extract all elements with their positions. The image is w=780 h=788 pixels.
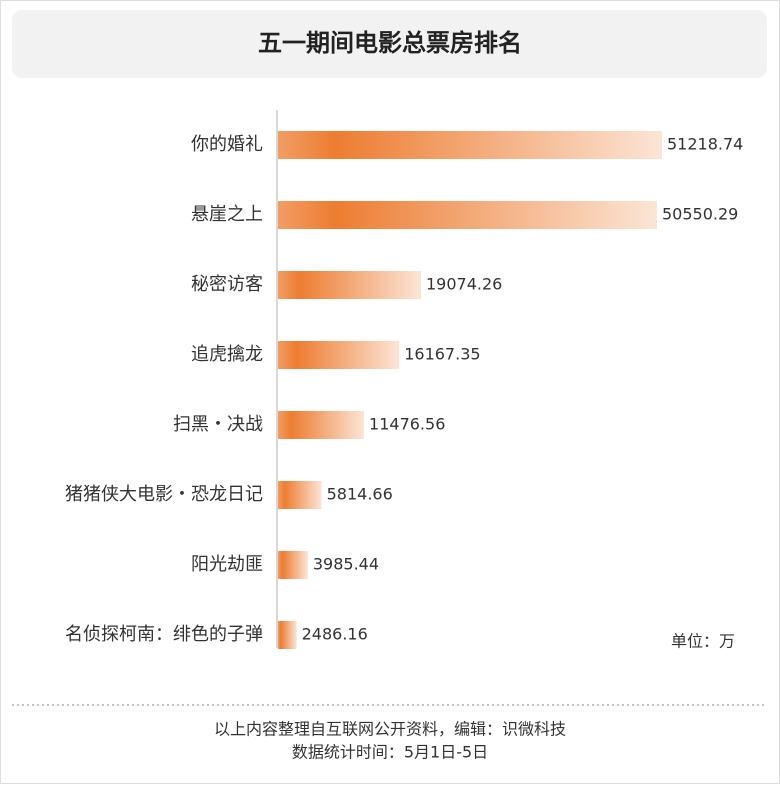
category-label: 阳光劫匪 <box>191 554 263 575</box>
value-label: 5814.66 <box>327 485 393 504</box>
category-label: 扫黑・决战 <box>173 414 263 435</box>
category-label: 名侦探柯南：绯色的子弹 <box>65 624 263 645</box>
category-label: 秘密访客 <box>191 274 263 295</box>
value-label: 50550.29 <box>662 205 738 224</box>
bar <box>278 271 422 299</box>
category-label: 悬崖之上 <box>191 204 263 225</box>
bar <box>278 201 657 229</box>
footer-line: 以上内容整理自互联网公开资料，编辑：识微科技 <box>214 720 566 739</box>
value-label: 3985.44 <box>313 555 379 574</box>
bar <box>278 551 308 579</box>
category-label: 猪猪侠大电影・恐龙日记 <box>65 484 263 505</box>
footer-line: 数据统计时间：5月1日-5日 <box>292 743 488 762</box>
bar <box>278 481 322 509</box>
bar <box>278 131 662 159</box>
unit-label: 单位：万 <box>671 632 735 651</box>
value-label: 19074.26 <box>426 275 502 294</box>
bar <box>278 411 365 439</box>
bar <box>278 341 400 369</box>
chart-title: 五一期间电影总票房排名 <box>258 29 522 57</box>
bar <box>278 621 297 649</box>
category-label: 追虎擒龙 <box>191 344 263 365</box>
value-label: 16167.35 <box>404 345 480 364</box>
category-label: 你的婚礼 <box>191 134 263 155</box>
value-label: 2486.16 <box>302 625 368 644</box>
title-box <box>12 10 767 78</box>
value-label: 51218.74 <box>667 135 743 154</box>
value-label: 11476.56 <box>369 415 445 434</box>
